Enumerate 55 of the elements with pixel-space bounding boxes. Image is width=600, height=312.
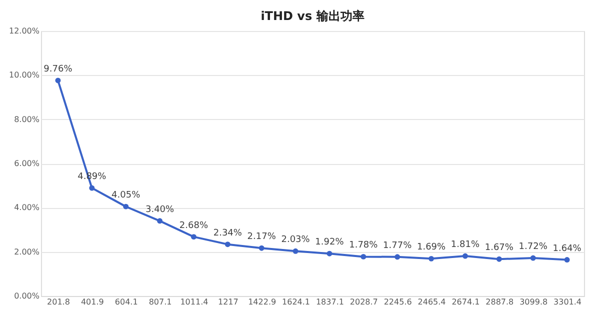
- data-label: 1.69%: [416, 242, 446, 253]
- y-tick-label: 12.00%: [8, 26, 40, 36]
- y-tick-label: 6.00%: [14, 159, 40, 168]
- x-tick-label: 1422.9: [248, 298, 276, 306]
- point: [360, 254, 366, 260]
- data-label: 2.34%: [213, 228, 242, 238]
- x-tick-label: 2674.1: [452, 298, 480, 306]
- x-tick-label: 2028.7: [350, 298, 378, 306]
- data-label: 4.05%: [112, 190, 141, 201]
- point: [190, 234, 196, 240]
- y-tick-label: 10.00%: [8, 70, 40, 80]
- data-label: 2.17%: [247, 232, 276, 242]
- x-tick-label: 201.8: [47, 298, 70, 306]
- data-label: 3.40%: [145, 204, 175, 215]
- data-label: 1.92%: [315, 238, 344, 248]
- point: [530, 255, 536, 261]
- x-tick-label: 3099.8: [520, 298, 548, 306]
- data-label: 2.68%: [179, 220, 208, 231]
- point: [496, 256, 502, 262]
- x-tick-label: 1624.1: [282, 298, 310, 306]
- point: [55, 78, 61, 84]
- point: [123, 204, 129, 210]
- point: [224, 242, 230, 248]
- x-tick-label: 807.1: [148, 298, 172, 306]
- point: [564, 257, 570, 263]
- x-tick-label: 2887.8: [486, 298, 514, 306]
- x-tick-label: 2245.6: [384, 298, 412, 306]
- x-tick-label: 604.1: [114, 298, 138, 306]
- point: [157, 218, 163, 224]
- x-tick-label: 3301.4: [554, 298, 582, 306]
- x-tick-label: 401.9: [80, 298, 104, 306]
- point: [89, 185, 95, 191]
- y-tick-label: 0.00%: [14, 292, 40, 300]
- data-label: 9.76%: [44, 64, 73, 74]
- y-tick-label: 4.00%: [14, 203, 40, 212]
- x-tick-label: 1011.4: [180, 298, 208, 306]
- x-tick-label: 1837.1: [316, 298, 344, 306]
- point: [292, 248, 298, 254]
- point: [428, 256, 434, 262]
- data-label: 1.81%: [450, 240, 480, 250]
- data-label: 2.03%: [281, 235, 310, 246]
- data-label: 1.77%: [383, 240, 412, 251]
- point: [462, 253, 468, 259]
- y-tick-label: 2.00%: [14, 247, 40, 256]
- point: [326, 250, 332, 256]
- point: [258, 245, 264, 251]
- data-label: 1.67%: [484, 243, 514, 254]
- point: [394, 254, 400, 260]
- x-tick-label: 1217: [218, 298, 238, 306]
- x-tick-label: 2465.4: [418, 298, 446, 306]
- data-label: 1.78%: [349, 240, 378, 251]
- y-tick-label: 8.00%: [14, 114, 40, 124]
- data-label: 1.64%: [552, 244, 582, 254]
- chart-title: iTHD vs 输出功率: [260, 9, 364, 23]
- data-label: 1.72%: [518, 242, 548, 252]
